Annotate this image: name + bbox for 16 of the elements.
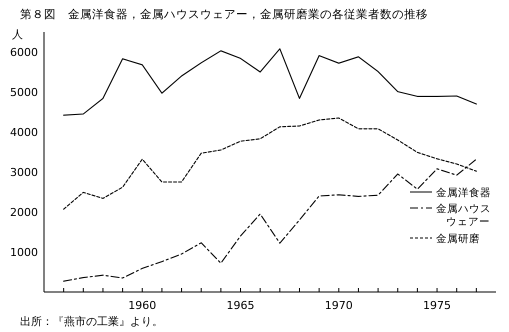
- y-tick-label: 6000: [10, 46, 38, 59]
- y-tick-label: 1000: [10, 246, 38, 259]
- x-tick-label: 1975: [423, 299, 452, 312]
- x-tick-label: 1960: [128, 299, 156, 312]
- x-tick-label: 1970: [324, 299, 353, 312]
- y-tick-label: 5000: [10, 86, 38, 99]
- text: 出所：『燕市の工業』より。: [20, 315, 163, 328]
- legend-label: 金属洋食器: [436, 187, 491, 199]
- legend-label: 金属研磨: [436, 232, 480, 245]
- y-tick-label: 3000: [10, 166, 38, 179]
- y-tick-label: 4000: [10, 126, 38, 139]
- x-tick-label: 1965: [226, 299, 255, 312]
- chart-title: 第８図 金属洋食器，金属ハウスウェアー，金属研磨業の各従業者数の推移: [20, 7, 428, 21]
- y-tick-label: 2000: [10, 206, 38, 219]
- legend-label: 金属ハウスウェアー: [436, 203, 491, 228]
- y-axis-title: 人: [12, 28, 23, 41]
